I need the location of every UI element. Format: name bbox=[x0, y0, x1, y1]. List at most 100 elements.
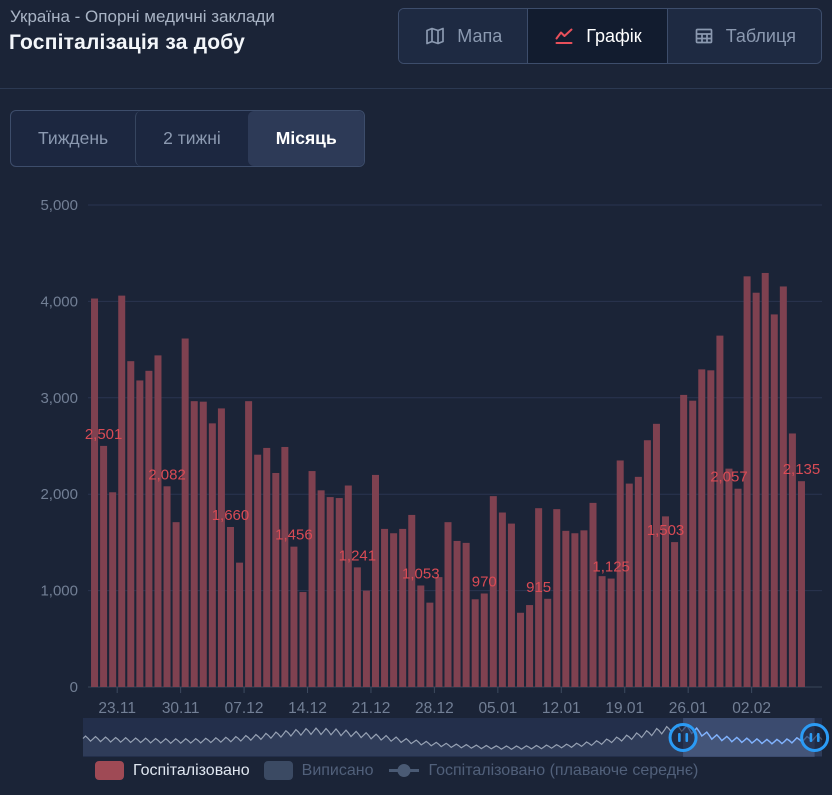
range-tab-month[interactable]: Місяць bbox=[247, 111, 364, 166]
bar[interactable] bbox=[698, 369, 706, 687]
bar[interactable] bbox=[498, 512, 506, 687]
bar[interactable] bbox=[226, 526, 234, 687]
pause-icon bbox=[685, 733, 689, 742]
bar[interactable] bbox=[308, 471, 316, 687]
bar[interactable] bbox=[435, 577, 443, 687]
bar[interactable] bbox=[761, 272, 769, 687]
y-axis-label: 2,000 bbox=[40, 486, 78, 503]
bar[interactable] bbox=[625, 483, 633, 687]
bar[interactable] bbox=[208, 423, 216, 687]
bar[interactable] bbox=[535, 508, 543, 687]
bar[interactable] bbox=[362, 590, 370, 687]
tab-map[interactable]: Мапа bbox=[399, 9, 528, 63]
bar[interactable] bbox=[399, 528, 407, 687]
bar[interactable] bbox=[643, 440, 651, 687]
bar[interactable] bbox=[716, 335, 724, 687]
tab-table[interactable]: Таблиця bbox=[666, 9, 821, 63]
bar[interactable] bbox=[381, 528, 389, 687]
bar[interactable] bbox=[417, 585, 425, 687]
bar[interactable] bbox=[770, 314, 778, 687]
bar[interactable] bbox=[652, 423, 660, 687]
legend-label: Госпіталізовано (плаваюче середнє) bbox=[428, 761, 699, 779]
bar[interactable] bbox=[589, 502, 597, 687]
navigator-area bbox=[83, 725, 822, 756]
bar[interactable] bbox=[426, 602, 434, 687]
bar[interactable] bbox=[344, 485, 352, 687]
bar[interactable] bbox=[526, 605, 534, 687]
bar[interactable] bbox=[254, 454, 262, 687]
bar[interactable] bbox=[453, 540, 461, 687]
legend-item-hospitalized-avg[interactable]: Госпіталізовано (плаваюче середнє) bbox=[388, 761, 699, 780]
bar[interactable] bbox=[689, 400, 697, 687]
bar[interactable] bbox=[317, 490, 325, 687]
bar[interactable] bbox=[326, 497, 334, 687]
navigator-window[interactable] bbox=[683, 718, 815, 757]
bar[interactable] bbox=[580, 530, 588, 687]
x-axis-label: 05.01 bbox=[478, 700, 517, 717]
bar[interactable] bbox=[118, 295, 126, 687]
bar[interactable] bbox=[562, 530, 570, 687]
bar[interactable] bbox=[544, 598, 552, 687]
bar[interactable] bbox=[172, 522, 180, 687]
bar[interactable] bbox=[725, 468, 733, 687]
bar[interactable] bbox=[444, 522, 452, 687]
bar[interactable] bbox=[91, 298, 99, 687]
bar[interactable] bbox=[145, 370, 153, 687]
bar[interactable] bbox=[462, 542, 470, 687]
bar[interactable] bbox=[181, 338, 189, 687]
bar[interactable] bbox=[598, 576, 606, 687]
bar[interactable] bbox=[517, 612, 525, 687]
bar[interactable] bbox=[797, 481, 805, 687]
navigator[interactable] bbox=[83, 718, 822, 757]
bar[interactable] bbox=[136, 380, 144, 687]
bar[interactable] bbox=[390, 533, 398, 687]
bar[interactable] bbox=[707, 370, 715, 687]
bar[interactable] bbox=[671, 542, 679, 687]
bar[interactable] bbox=[217, 408, 225, 687]
bar[interactable] bbox=[743, 276, 751, 687]
bar[interactable] bbox=[290, 546, 298, 687]
legend-item-discharged[interactable]: Виписано bbox=[263, 761, 374, 780]
tab-chart[interactable]: Графік bbox=[527, 9, 667, 63]
y-axis-label: 1,000 bbox=[40, 583, 78, 600]
bar[interactable] bbox=[788, 433, 796, 687]
bar[interactable] bbox=[752, 292, 760, 687]
tab-map-label: Мапа bbox=[457, 25, 503, 46]
bar[interactable] bbox=[553, 509, 561, 687]
bar[interactable] bbox=[607, 578, 615, 687]
bar[interactable] bbox=[734, 488, 742, 687]
page-subtitle: Україна - Опорні медичні заклади bbox=[10, 7, 275, 26]
bar[interactable] bbox=[680, 394, 688, 687]
bar[interactable] bbox=[571, 533, 579, 687]
bar[interactable] bbox=[634, 476, 642, 687]
bar[interactable] bbox=[471, 599, 479, 687]
bar[interactable] bbox=[236, 562, 244, 687]
bar[interactable] bbox=[408, 514, 416, 687]
bar[interactable] bbox=[662, 516, 670, 687]
bar[interactable] bbox=[154, 355, 162, 687]
bar[interactable] bbox=[263, 447, 271, 687]
range-tab-week[interactable]: Тиждень bbox=[38, 128, 109, 148]
bar[interactable] bbox=[299, 592, 307, 687]
bar[interactable] bbox=[245, 401, 253, 687]
bar[interactable] bbox=[371, 474, 379, 687]
range-tab-two-weeks[interactable]: 2 тижні bbox=[135, 111, 248, 166]
bar[interactable] bbox=[507, 523, 515, 687]
bar[interactable] bbox=[480, 593, 488, 687]
bar[interactable] bbox=[335, 498, 343, 687]
bar[interactable] bbox=[127, 361, 135, 687]
legend-item-hospitalized[interactable]: Госпіталізовано bbox=[95, 761, 250, 780]
navigator-handle-left[interactable] bbox=[668, 723, 698, 752]
bar[interactable] bbox=[616, 460, 624, 687]
bar[interactable] bbox=[190, 401, 198, 687]
bar[interactable] bbox=[272, 472, 280, 687]
navigator-handle-right[interactable] bbox=[800, 723, 830, 752]
bar[interactable] bbox=[489, 496, 497, 687]
bar[interactable] bbox=[163, 486, 171, 687]
bar[interactable] bbox=[109, 492, 117, 687]
bar[interactable] bbox=[281, 446, 289, 687]
bar[interactable] bbox=[199, 401, 207, 687]
bar[interactable] bbox=[100, 445, 108, 687]
bar[interactable] bbox=[353, 567, 361, 687]
bar[interactable] bbox=[779, 286, 787, 687]
